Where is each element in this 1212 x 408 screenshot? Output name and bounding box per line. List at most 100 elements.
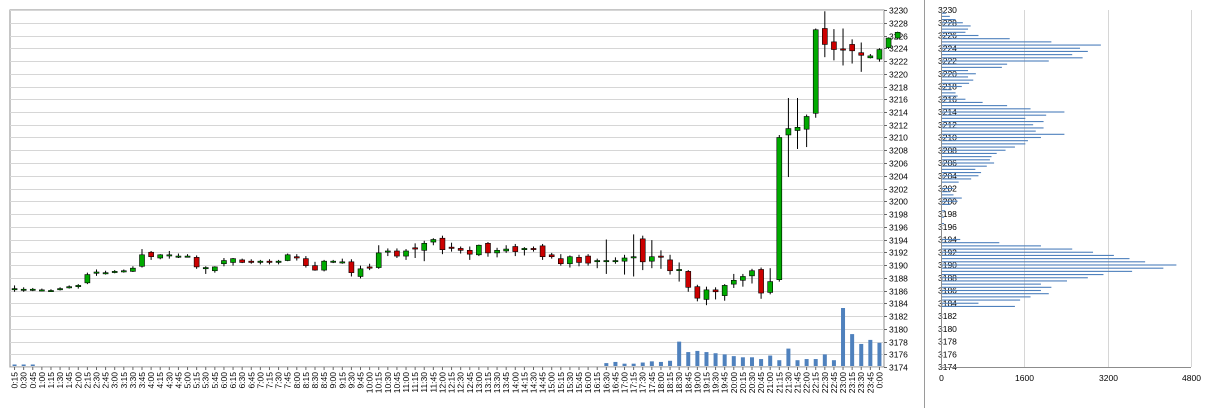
profile-bar <box>942 60 1049 62</box>
x-tick-label: 10:15 <box>374 372 384 394</box>
y-tick-label: 3214 <box>889 108 908 118</box>
candle-body <box>785 128 792 136</box>
profile-bar <box>942 22 963 24</box>
candle-body <box>822 28 828 45</box>
profile-bar <box>942 248 1073 250</box>
y-tick-label: 3180 <box>889 325 908 335</box>
candle-body <box>357 268 364 277</box>
profile-bar <box>942 101 983 103</box>
candle-body <box>166 254 173 257</box>
y-tick-label: 3220 <box>889 70 908 80</box>
profile-bar <box>942 159 990 161</box>
candle-body <box>439 237 446 251</box>
candle-body <box>603 260 610 263</box>
y-tick-label: 3186 <box>889 287 908 297</box>
y-tick-label: 3198 <box>938 209 957 219</box>
y-tick-label: 3208 <box>889 146 908 156</box>
y-tick-label: 3194 <box>889 236 908 246</box>
profile-bar <box>942 305 1015 307</box>
x-tick-label: 18:00 <box>656 372 666 394</box>
profile-bar <box>942 117 1026 119</box>
profile-bar <box>942 194 954 196</box>
candle-body <box>303 258 309 266</box>
profile-bar <box>942 277 1088 279</box>
candle-body <box>175 255 182 258</box>
volume-bar <box>649 361 654 366</box>
candle-body <box>57 288 63 291</box>
x-tick-label: 5:15 <box>192 372 202 389</box>
profile-bar <box>942 73 976 75</box>
candle-body <box>694 286 701 299</box>
profile-bar <box>942 127 1044 129</box>
profile-bar <box>942 274 1104 276</box>
profile-bar <box>942 178 972 180</box>
candle-body <box>867 55 874 59</box>
volume-bar <box>731 356 736 366</box>
profile-bar <box>942 286 1052 288</box>
profile-bar <box>942 149 1006 151</box>
volume-bar <box>12 364 17 366</box>
volume-bar <box>658 361 663 366</box>
volume-bar <box>695 350 700 366</box>
candle-body <box>339 261 346 264</box>
profile-bar <box>942 89 952 91</box>
profile-bar <box>942 223 945 225</box>
candle-body <box>130 267 136 272</box>
y-tick-label: 3200 <box>889 197 908 207</box>
x-tick-label: 4:00 <box>146 372 156 389</box>
x-tick-label: 17:00 <box>620 372 630 394</box>
x-tick-label: 1:30 <box>55 372 65 389</box>
y-tick-label: 3196 <box>938 222 957 232</box>
volume-bar <box>622 363 627 366</box>
x-tick-label: 0 <box>939 373 944 383</box>
volume-bar <box>640 362 645 366</box>
candle-body <box>667 259 673 272</box>
profile-bar <box>942 121 1044 123</box>
profile-bar <box>942 47 1081 49</box>
profile-bar <box>942 200 958 202</box>
candle-body <box>567 256 573 265</box>
candle-body <box>375 252 382 268</box>
candle-body <box>202 267 209 270</box>
profile-bar <box>942 152 997 154</box>
profile-bar <box>942 12 947 14</box>
x-tick-label: 21:15 <box>774 372 784 394</box>
profile-bar <box>942 283 1041 285</box>
profile-bar <box>942 143 1026 145</box>
y-tick-label: 3218 <box>889 83 908 93</box>
candle-body <box>321 260 327 271</box>
volume-bar <box>668 360 673 366</box>
y-tick-label: 3182 <box>938 311 957 321</box>
profile-bar <box>942 130 1036 132</box>
candle-body <box>148 251 154 258</box>
x-tick-label: 21:00 <box>765 372 775 394</box>
profile-bar <box>942 181 959 183</box>
candle-body <box>521 248 528 251</box>
profile-bar <box>942 34 979 37</box>
candle-body <box>266 260 273 263</box>
candle-body <box>457 248 464 251</box>
candle-body <box>75 285 82 287</box>
y-tick-label: 3196 <box>889 223 908 233</box>
candle-body <box>758 269 764 294</box>
x-tick-label: 7:45 <box>283 372 293 389</box>
candle-body <box>858 52 865 56</box>
profile-bar <box>942 140 1028 142</box>
profile-bar <box>942 54 1073 56</box>
x-tick-label: 19:30 <box>711 372 721 394</box>
volume-bar <box>786 348 791 366</box>
x-tick-label: 2:00 <box>73 372 83 389</box>
x-tick-label: 16:15 <box>592 372 602 394</box>
candle-body <box>293 256 300 259</box>
profile-bar <box>942 136 1041 139</box>
candle-body <box>585 255 591 264</box>
y-tick-label: 3174 <box>889 363 908 373</box>
profile-bar <box>942 165 987 167</box>
volume-bar <box>749 357 754 366</box>
candle-body <box>66 286 72 289</box>
volume-bar <box>613 361 618 366</box>
x-tick-label: 4800 <box>1182 373 1201 383</box>
profile-bar <box>942 172 982 174</box>
volume-bar <box>768 355 773 366</box>
candle-body <box>767 281 773 293</box>
